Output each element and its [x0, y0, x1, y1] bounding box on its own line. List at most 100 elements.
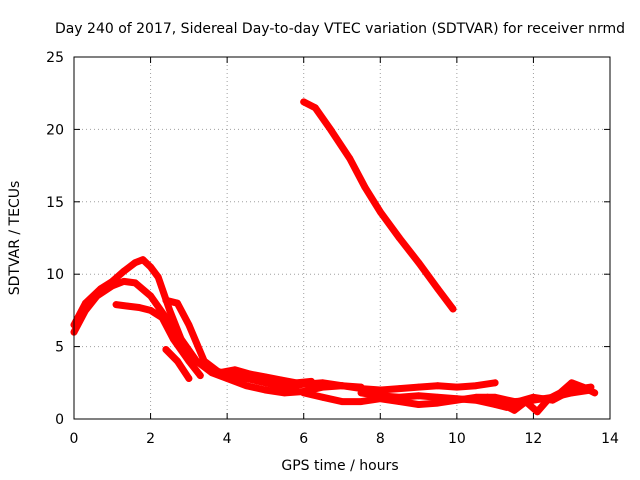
plot-series — [70, 98, 599, 416]
y-tick-label: 25 — [46, 50, 64, 66]
axis-ticks — [73, 56, 611, 420]
data-point — [484, 393, 491, 401]
data-point — [545, 395, 553, 403]
data-point — [231, 366, 239, 374]
data-point — [533, 408, 541, 416]
data-point — [357, 389, 365, 397]
data-point — [131, 279, 139, 287]
data-point — [472, 382, 480, 390]
data-point — [131, 259, 139, 266]
y-tick-label: 5 — [55, 340, 64, 356]
data-point — [591, 389, 599, 397]
data-point — [158, 314, 166, 321]
data-point — [530, 393, 537, 401]
data-point — [434, 393, 442, 401]
x-tick-label: 14 — [601, 431, 619, 447]
data-point — [177, 336, 185, 343]
data-point — [147, 292, 155, 300]
data-point — [415, 401, 422, 408]
tick-labels: 0 2 4 6 8 10 12 14 0 5 10 15 20 25 — [46, 50, 619, 447]
data-point — [338, 398, 346, 405]
data-point — [376, 208, 384, 216]
x-tick-label: 2 — [146, 431, 155, 447]
series-arc10 — [484, 379, 599, 416]
data-point — [556, 389, 564, 397]
data-point — [162, 346, 170, 353]
data-point — [568, 379, 576, 387]
data-point — [491, 379, 499, 387]
data-point — [139, 256, 147, 264]
data-point — [376, 392, 384, 400]
data-point — [396, 393, 403, 401]
x-axis-label: GPS time / hours — [281, 458, 398, 474]
data-point — [396, 234, 403, 242]
chart-title: Day 240 of 2017, Sidereal Day-to-day VTE… — [55, 21, 625, 37]
x-tick-label: 8 — [376, 431, 385, 447]
data-point — [510, 406, 518, 414]
data-point — [82, 307, 89, 314]
data-point — [361, 183, 369, 191]
data-point — [396, 385, 403, 392]
data-point — [174, 299, 181, 307]
data-point — [174, 357, 181, 365]
data-point — [262, 379, 269, 387]
x-tick-label: 0 — [70, 431, 79, 447]
data-point — [166, 307, 174, 314]
grid — [74, 57, 610, 419]
data-point — [357, 398, 365, 405]
data-point — [120, 267, 128, 275]
y-tick-label: 20 — [46, 122, 64, 138]
data-point — [246, 370, 254, 378]
data-point — [338, 382, 346, 390]
data-point — [223, 375, 231, 382]
y-tick-label: 10 — [46, 267, 64, 283]
data-point — [185, 357, 193, 365]
data-point — [453, 395, 461, 403]
data-point — [434, 285, 442, 293]
data-point — [200, 357, 208, 365]
data-point — [434, 382, 442, 390]
data-point — [453, 383, 461, 391]
data-point — [522, 398, 530, 405]
data-point — [579, 383, 587, 391]
data-point — [170, 336, 177, 343]
y-tick-label: 15 — [46, 195, 64, 211]
data-point — [147, 307, 155, 314]
data-point — [262, 386, 269, 394]
data-point — [135, 304, 143, 311]
data-point — [449, 305, 457, 313]
data-point — [346, 155, 354, 162]
data-point — [196, 372, 204, 379]
x-tick-label: 4 — [223, 431, 232, 447]
data-point — [242, 382, 250, 390]
data-point — [185, 375, 193, 382]
data-point — [319, 393, 327, 401]
data-point — [415, 383, 422, 391]
data-point — [499, 401, 507, 408]
data-point — [434, 399, 442, 407]
data-point — [108, 282, 116, 290]
x-tick-label: 12 — [525, 431, 543, 447]
data-point — [147, 263, 155, 271]
data-point — [472, 396, 480, 404]
data-point — [112, 301, 120, 308]
series-arc6 — [300, 98, 457, 313]
data-point — [120, 278, 128, 285]
data-point — [311, 104, 319, 112]
data-point — [327, 125, 334, 133]
data-point — [216, 369, 223, 377]
data-point — [124, 302, 131, 310]
y-axis-label: SDTVAR / TECUs — [7, 181, 23, 296]
data-point — [277, 376, 285, 384]
data-point — [262, 373, 269, 381]
data-point — [281, 383, 288, 391]
data-point — [300, 389, 308, 397]
data-point — [185, 321, 193, 329]
data-point — [376, 386, 384, 394]
data-point — [415, 392, 422, 400]
data-point — [193, 357, 200, 365]
plot-frame — [73, 56, 611, 420]
y-tick-label: 0 — [55, 412, 64, 428]
x-tick-label: 6 — [299, 431, 308, 447]
